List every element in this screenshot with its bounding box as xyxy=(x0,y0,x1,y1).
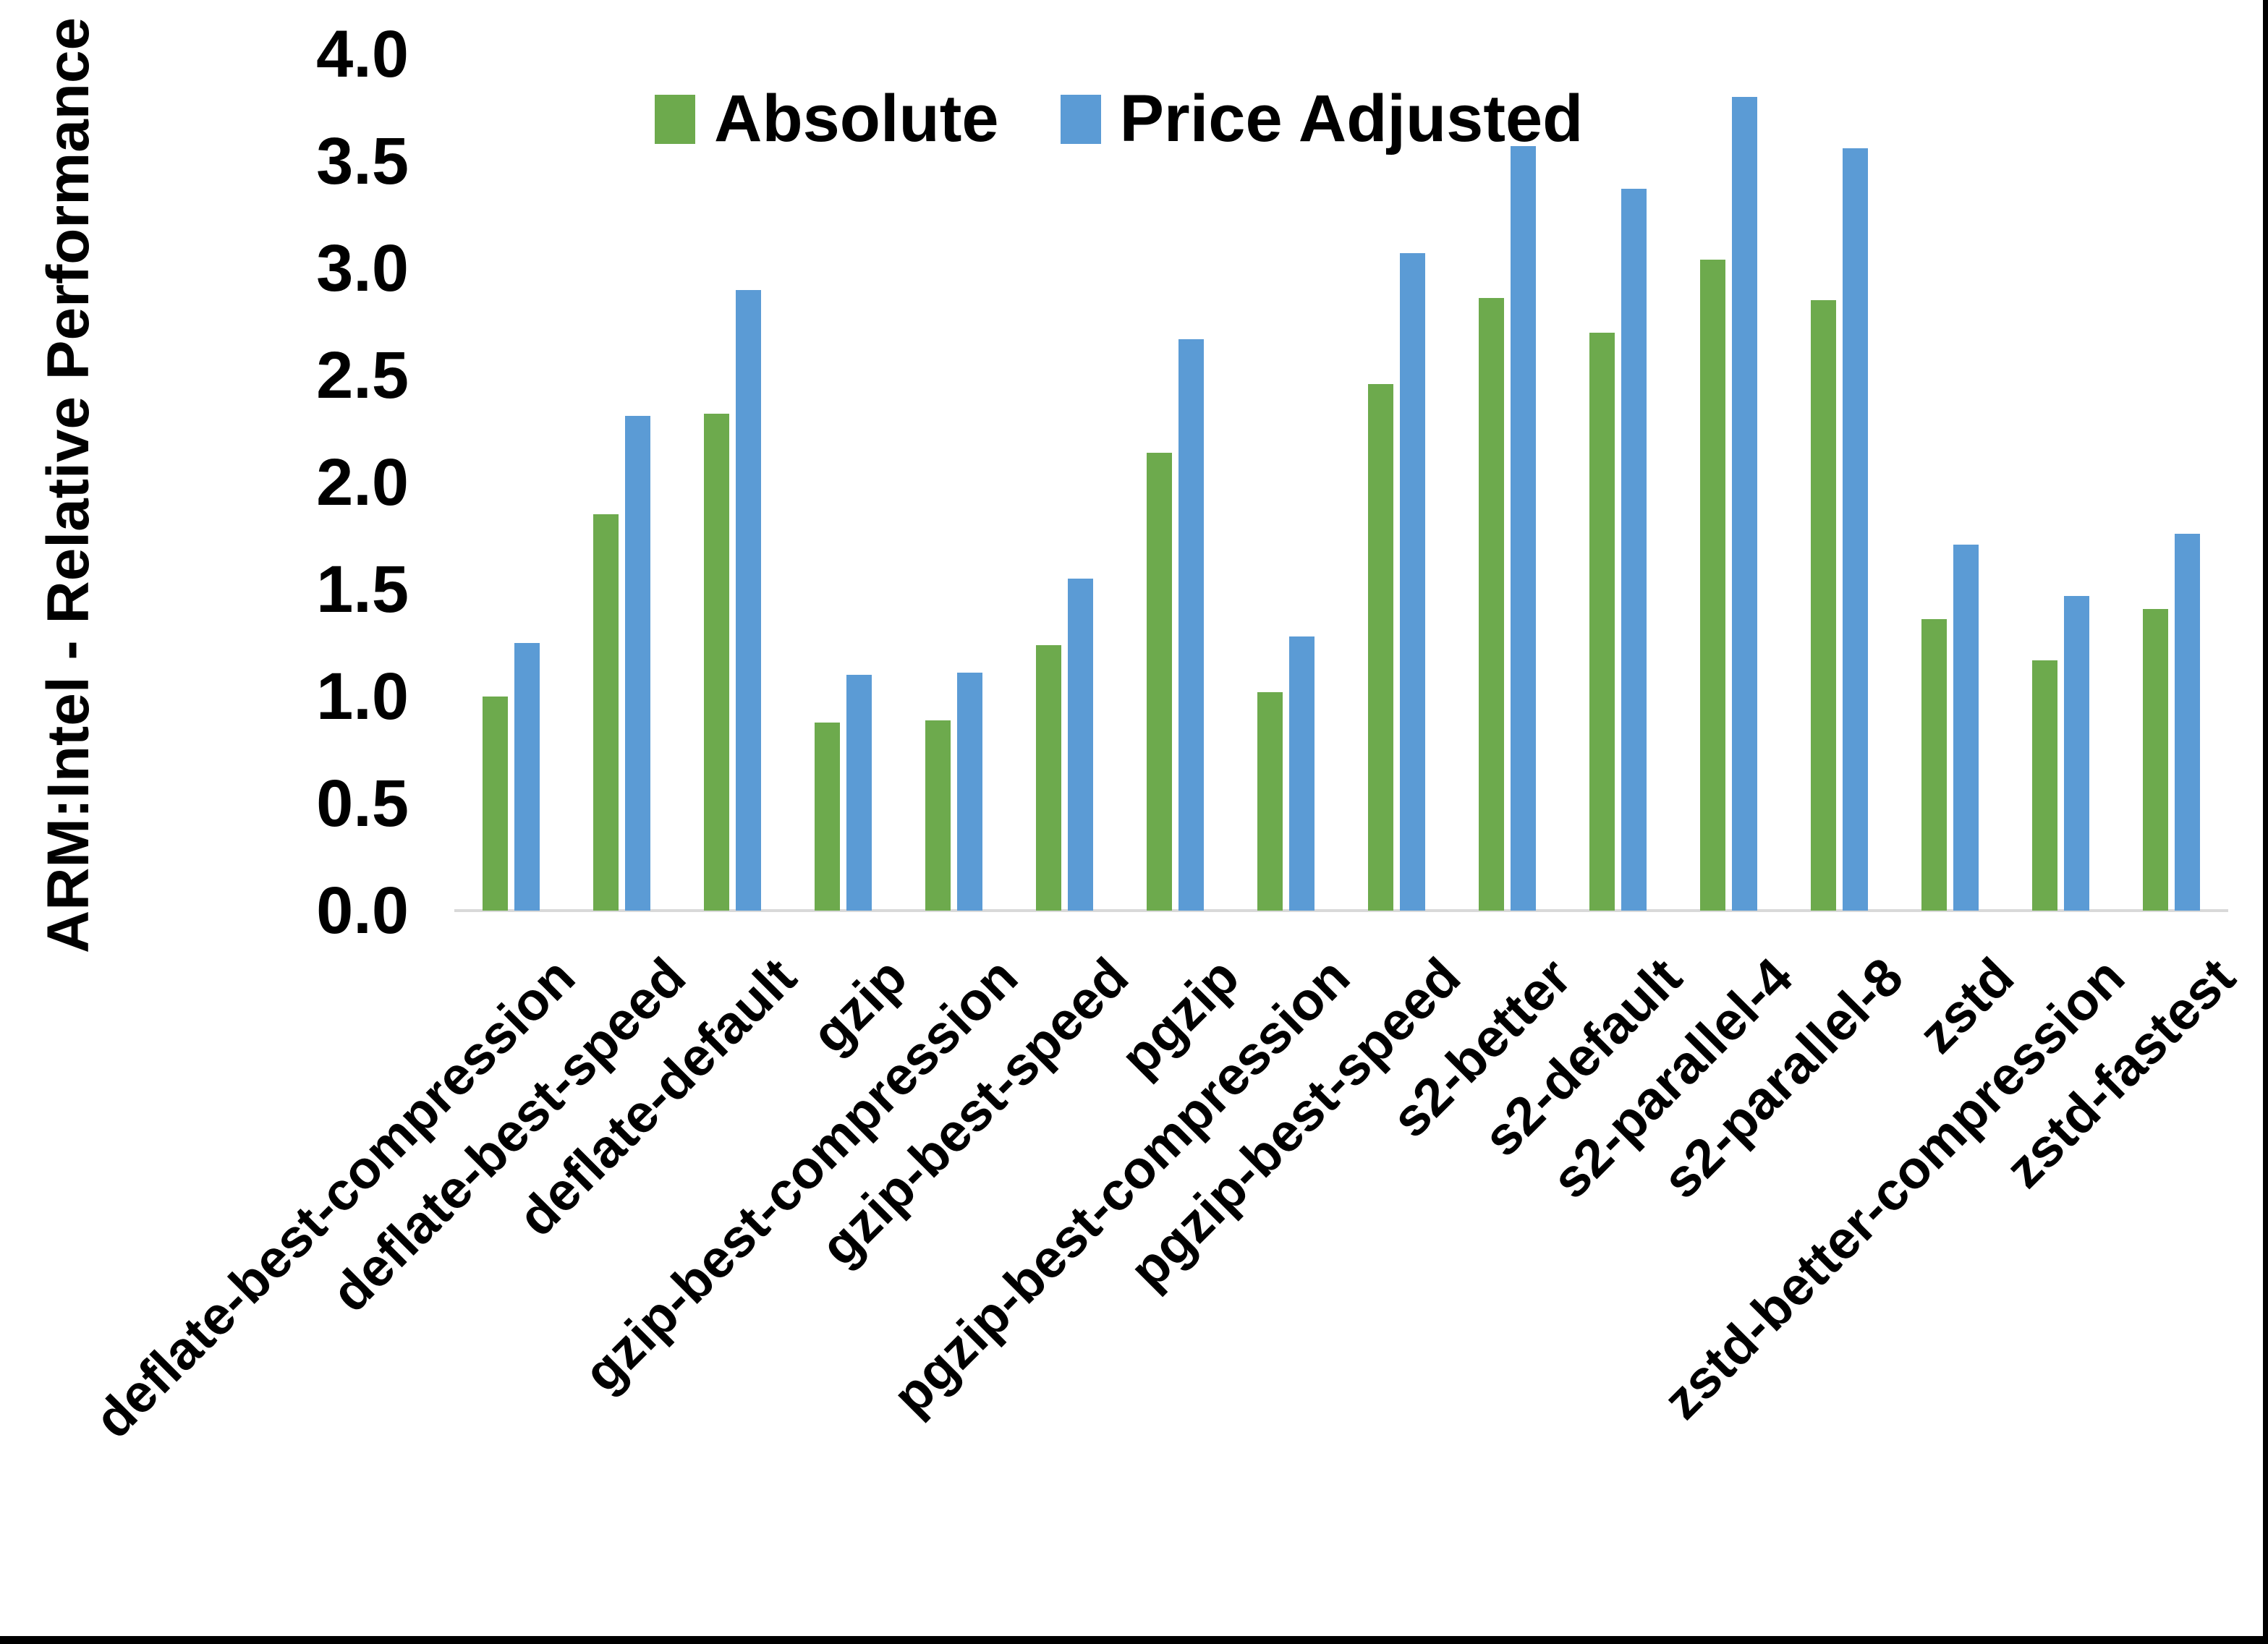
bar-gzip-absolute xyxy=(815,723,840,911)
y-axis-tick-3.0: 3.0 xyxy=(316,231,409,305)
bar-deflate-default-absolute xyxy=(704,414,729,911)
legend-label-price-adjusted: Price Adjusted xyxy=(1119,82,1584,156)
bar-s2-parallel-4-price-adjusted xyxy=(1732,97,1757,911)
bar-deflate-default-price-adjusted xyxy=(736,290,761,911)
bar-pgzip-absolute xyxy=(1147,453,1172,911)
y-axis-title: ARM:Intel - Relative Performance xyxy=(35,17,101,953)
legend-swatch-absolute xyxy=(655,94,695,144)
bar-s2-default-price-adjusted xyxy=(1621,189,1647,911)
bar-gzip-price-adjusted xyxy=(846,675,872,911)
bar-gzip-best-speed-price-adjusted xyxy=(1068,579,1093,911)
y-axis-tick-0.0: 0.0 xyxy=(316,874,409,947)
y-axis-tick-1.0: 1.0 xyxy=(316,660,409,733)
legend-item-absolute: Absolute xyxy=(655,81,999,157)
bar-deflate-best-speed-absolute xyxy=(593,514,619,911)
y-axis-tick-2.5: 2.5 xyxy=(316,338,409,412)
bar-s2-default-absolute xyxy=(1589,333,1615,911)
y-axis-tick-1.5: 1.5 xyxy=(316,553,409,626)
legend-swatch-price-adjusted xyxy=(1060,94,1101,144)
bar-pgzip-best-compression-price-adjusted xyxy=(1289,636,1314,911)
bar-s2-better-price-adjusted xyxy=(1511,146,1536,911)
slide-border-bottom xyxy=(0,1636,2268,1644)
bar-s2-parallel-4-absolute xyxy=(1700,260,1725,911)
bar-deflate-best-speed-price-adjusted xyxy=(625,416,650,911)
bar-pgzip-price-adjusted xyxy=(1178,339,1204,911)
bar-s2-parallel-8-absolute xyxy=(1811,300,1836,911)
y-axis-tick-3.5: 3.5 xyxy=(316,124,409,198)
y-axis-tick-2.0: 2.0 xyxy=(316,446,409,519)
bar-zstd-absolute xyxy=(1921,619,1947,911)
y-axis-tick-0.5: 0.5 xyxy=(316,767,409,840)
bar-zstd-fastest-absolute xyxy=(2143,609,2168,911)
legend: Absolute Price Adjusted xyxy=(655,81,1583,157)
legend-item-price-adjusted: Price Adjusted xyxy=(1060,81,1584,157)
bar-s2-better-absolute xyxy=(1479,298,1504,911)
bar-pgzip-best-compression-absolute xyxy=(1257,692,1283,911)
bar-gzip-best-compression-absolute xyxy=(925,720,951,911)
bar-deflate-best-compression-price-adjusted xyxy=(514,643,540,911)
bar-s2-parallel-8-price-adjusted xyxy=(1843,148,1868,911)
bar-gzip-best-compression-price-adjusted xyxy=(957,673,982,911)
bar-deflate-best-compression-absolute xyxy=(483,697,508,911)
bar-gzip-best-speed-absolute xyxy=(1036,645,1061,911)
bar-zstd-fastest-price-adjusted xyxy=(2175,534,2200,911)
bar-zstd-better-compression-absolute xyxy=(2032,660,2057,911)
bar-zstd-price-adjusted xyxy=(1953,545,1979,911)
slide-border-right xyxy=(2263,0,2268,1644)
bar-pgzip-best-speed-absolute xyxy=(1368,384,1393,911)
legend-label-absolute: Absolute xyxy=(714,82,999,156)
x-axis-line xyxy=(454,909,2228,912)
bar-pgzip-best-speed-price-adjusted xyxy=(1400,253,1425,911)
bar-zstd-better-compression-price-adjusted xyxy=(2064,596,2089,911)
y-axis-tick-4.0: 4.0 xyxy=(316,17,409,91)
